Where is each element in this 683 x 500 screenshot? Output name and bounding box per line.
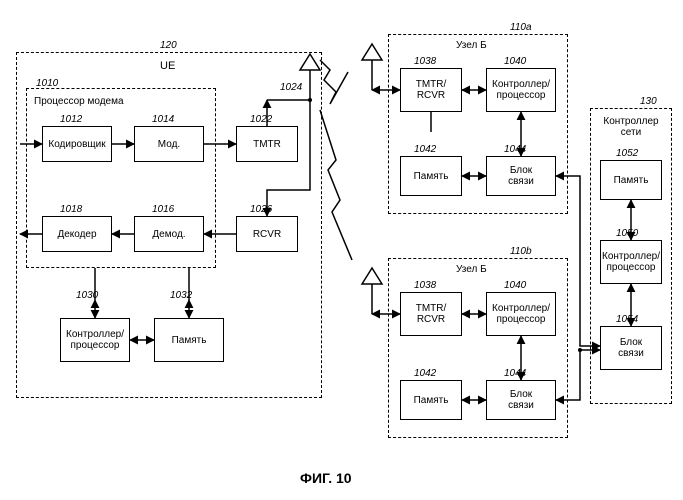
nodeB-b-title: Узел Б (456, 264, 487, 275)
demod-box: Демод. (134, 216, 204, 252)
ue-ctrl-box: Контроллер/ процессор (60, 318, 130, 362)
net-mem-label: Память (614, 175, 649, 186)
rcvr-label: RCVR (253, 229, 281, 240)
nodeBa-mem-box: Память (400, 156, 462, 196)
nodeBb-tmtr-rcvr-ref: 1038 (414, 280, 436, 291)
net-ctrl-ctrl-ref: 1050 (616, 228, 638, 239)
net-ctrl-label: Контроллер/ процессор (602, 251, 660, 273)
ue-antenna-ref: 1024 (280, 82, 302, 93)
mod-ref: 1014 (152, 114, 174, 125)
modem-ref: 1010 (36, 78, 58, 89)
nodeBa-ctrl-box: Контроллер/ процессор (486, 68, 556, 112)
tmtr-box: TMTR (236, 126, 298, 162)
nodeB-a-title: Узел Б (456, 40, 487, 51)
net-ctrl-title: Контроллер сети (600, 116, 662, 138)
nodeBa-mem-label: Память (414, 171, 449, 182)
nodeBa-ctrl-label: Контроллер/ процессор (492, 79, 550, 101)
net-comm-box: Блок связи (600, 326, 662, 370)
mod-box: Мод. (134, 126, 204, 162)
net-mem-box: Память (600, 160, 662, 200)
demod-ref: 1016 (152, 204, 174, 215)
rcvr-box: RCVR (236, 216, 298, 252)
decoder-ref: 1018 (60, 204, 82, 215)
demod-label: Демод. (152, 229, 185, 240)
ue-mem-label: Память (172, 335, 207, 346)
decoder-box: Декодер (42, 216, 112, 252)
decoder-label: Декодер (57, 229, 96, 240)
nodeBb-comm-ref: 1044 (504, 368, 526, 379)
nodeBb-tmtr-rcvr-label: TMTR/ RCVR (416, 303, 447, 325)
ue-mem-box: Память (154, 318, 224, 362)
tmtr-label: TMTR (253, 139, 281, 150)
net-ctrl-box: Контроллер/ процессор (600, 240, 662, 284)
nodeBa-mem-ref: 1042 (414, 144, 436, 155)
net-comm-label: Блок связи (618, 337, 644, 359)
nodeBb-comm-box: Блок связи (486, 380, 556, 420)
nodeBa-tmtr-rcvr-label: TMTR/ RCVR (416, 79, 447, 101)
nodeBb-tmtr-rcvr-box: TMTR/ RCVR (400, 292, 462, 336)
mod-label: Мод. (158, 139, 180, 150)
nodeBb-ctrl-box: Контроллер/ процессор (486, 292, 556, 336)
nodeBa-comm-ref: 1044 (504, 144, 526, 155)
nodeBb-ctrl-ref: 1040 (504, 280, 526, 291)
tmtr-ref: 1022 (250, 114, 272, 125)
rcvr-ref: 1026 (250, 204, 272, 215)
net-mem-ref: 1052 (616, 148, 638, 159)
ue-ctrl-ref: 1030 (76, 290, 98, 301)
ue-ctrl-label: Контроллер/ процессор (66, 329, 124, 351)
nodeBa-comm-label: Блок связи (508, 165, 534, 187)
encoder-label: Кодировщик (48, 139, 105, 150)
nodeB-a-ref: 110a (510, 22, 532, 33)
encoder-box: Кодировщик (42, 126, 112, 162)
net-ctrl-ref: 130 (640, 96, 657, 107)
nodeBb-mem-ref: 1042 (414, 368, 436, 379)
nodeBb-ctrl-label: Контроллер/ процессор (492, 303, 550, 325)
nodeBa-tmtr-rcvr-box: TMTR/ RCVR (400, 68, 462, 112)
nodeBa-comm-box: Блок связи (486, 156, 556, 196)
ue-ref: 120 (160, 40, 177, 51)
ue-title: UE (160, 60, 175, 72)
nodeBb-mem-label: Память (414, 395, 449, 406)
nodeBb-comm-label: Блок связи (508, 389, 534, 411)
nodeBa-tmtr-rcvr-ref: 1038 (414, 56, 436, 67)
ue-mem-ref: 1032 (170, 290, 192, 301)
encoder-ref: 1012 (60, 114, 82, 125)
modem-title: Процессор модема (34, 96, 124, 107)
figure-caption: ФИГ. 10 (300, 470, 352, 486)
nodeB-b-ref: 110b (510, 246, 532, 257)
nodeBb-mem-box: Память (400, 380, 462, 420)
net-comm-ref: 1054 (616, 314, 638, 325)
nodeBa-ctrl-ref: 1040 (504, 56, 526, 67)
